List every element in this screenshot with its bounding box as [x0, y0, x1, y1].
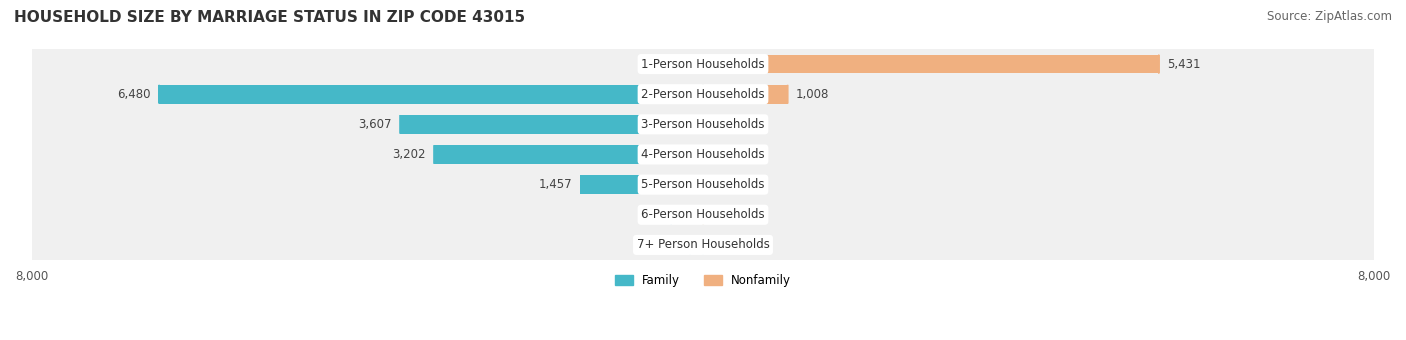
Text: 1,008: 1,008	[796, 88, 830, 101]
Text: 379: 379	[640, 208, 662, 221]
Bar	[31, 230, 1375, 260]
Text: 7+ Person Households: 7+ Person Households	[637, 238, 769, 251]
Text: 5: 5	[711, 208, 720, 221]
Bar	[31, 200, 1375, 230]
Bar	[703, 55, 1159, 73]
Bar	[31, 49, 1375, 79]
Text: 0: 0	[711, 238, 718, 251]
Text: 5-Person Households: 5-Person Households	[641, 178, 765, 191]
Bar	[703, 145, 707, 164]
Text: 6-Person Households: 6-Person Households	[641, 208, 765, 221]
Bar	[703, 85, 787, 104]
Text: Source: ZipAtlas.com: Source: ZipAtlas.com	[1267, 10, 1392, 23]
Bar	[31, 139, 1375, 170]
Text: 58: 58	[716, 148, 731, 161]
Bar	[690, 236, 703, 254]
Text: HOUSEHOLD SIZE BY MARRIAGE STATUS IN ZIP CODE 43015: HOUSEHOLD SIZE BY MARRIAGE STATUS IN ZIP…	[14, 10, 526, 25]
Text: 3-Person Households: 3-Person Households	[641, 118, 765, 131]
Text: 6,480: 6,480	[117, 88, 150, 101]
Text: 2-Person Households: 2-Person Households	[641, 88, 765, 101]
Legend: Family, Nonfamily: Family, Nonfamily	[610, 270, 796, 292]
Text: 1,457: 1,457	[538, 178, 572, 191]
Text: 70: 70	[717, 118, 733, 131]
Text: 5: 5	[711, 178, 720, 191]
Text: 153: 153	[659, 238, 682, 251]
Bar	[703, 115, 709, 134]
Bar	[31, 79, 1375, 109]
Bar	[581, 175, 703, 194]
Text: 4-Person Households: 4-Person Households	[641, 148, 765, 161]
Text: 3,607: 3,607	[359, 118, 392, 131]
Text: 0: 0	[688, 57, 695, 71]
Bar	[434, 145, 703, 164]
Bar	[159, 85, 703, 104]
Text: 3,202: 3,202	[392, 148, 426, 161]
Text: 5,431: 5,431	[1167, 57, 1201, 71]
Bar	[401, 115, 703, 134]
Bar	[671, 205, 703, 224]
Text: 1-Person Households: 1-Person Households	[641, 57, 765, 71]
Bar	[31, 109, 1375, 139]
Bar	[31, 170, 1375, 200]
